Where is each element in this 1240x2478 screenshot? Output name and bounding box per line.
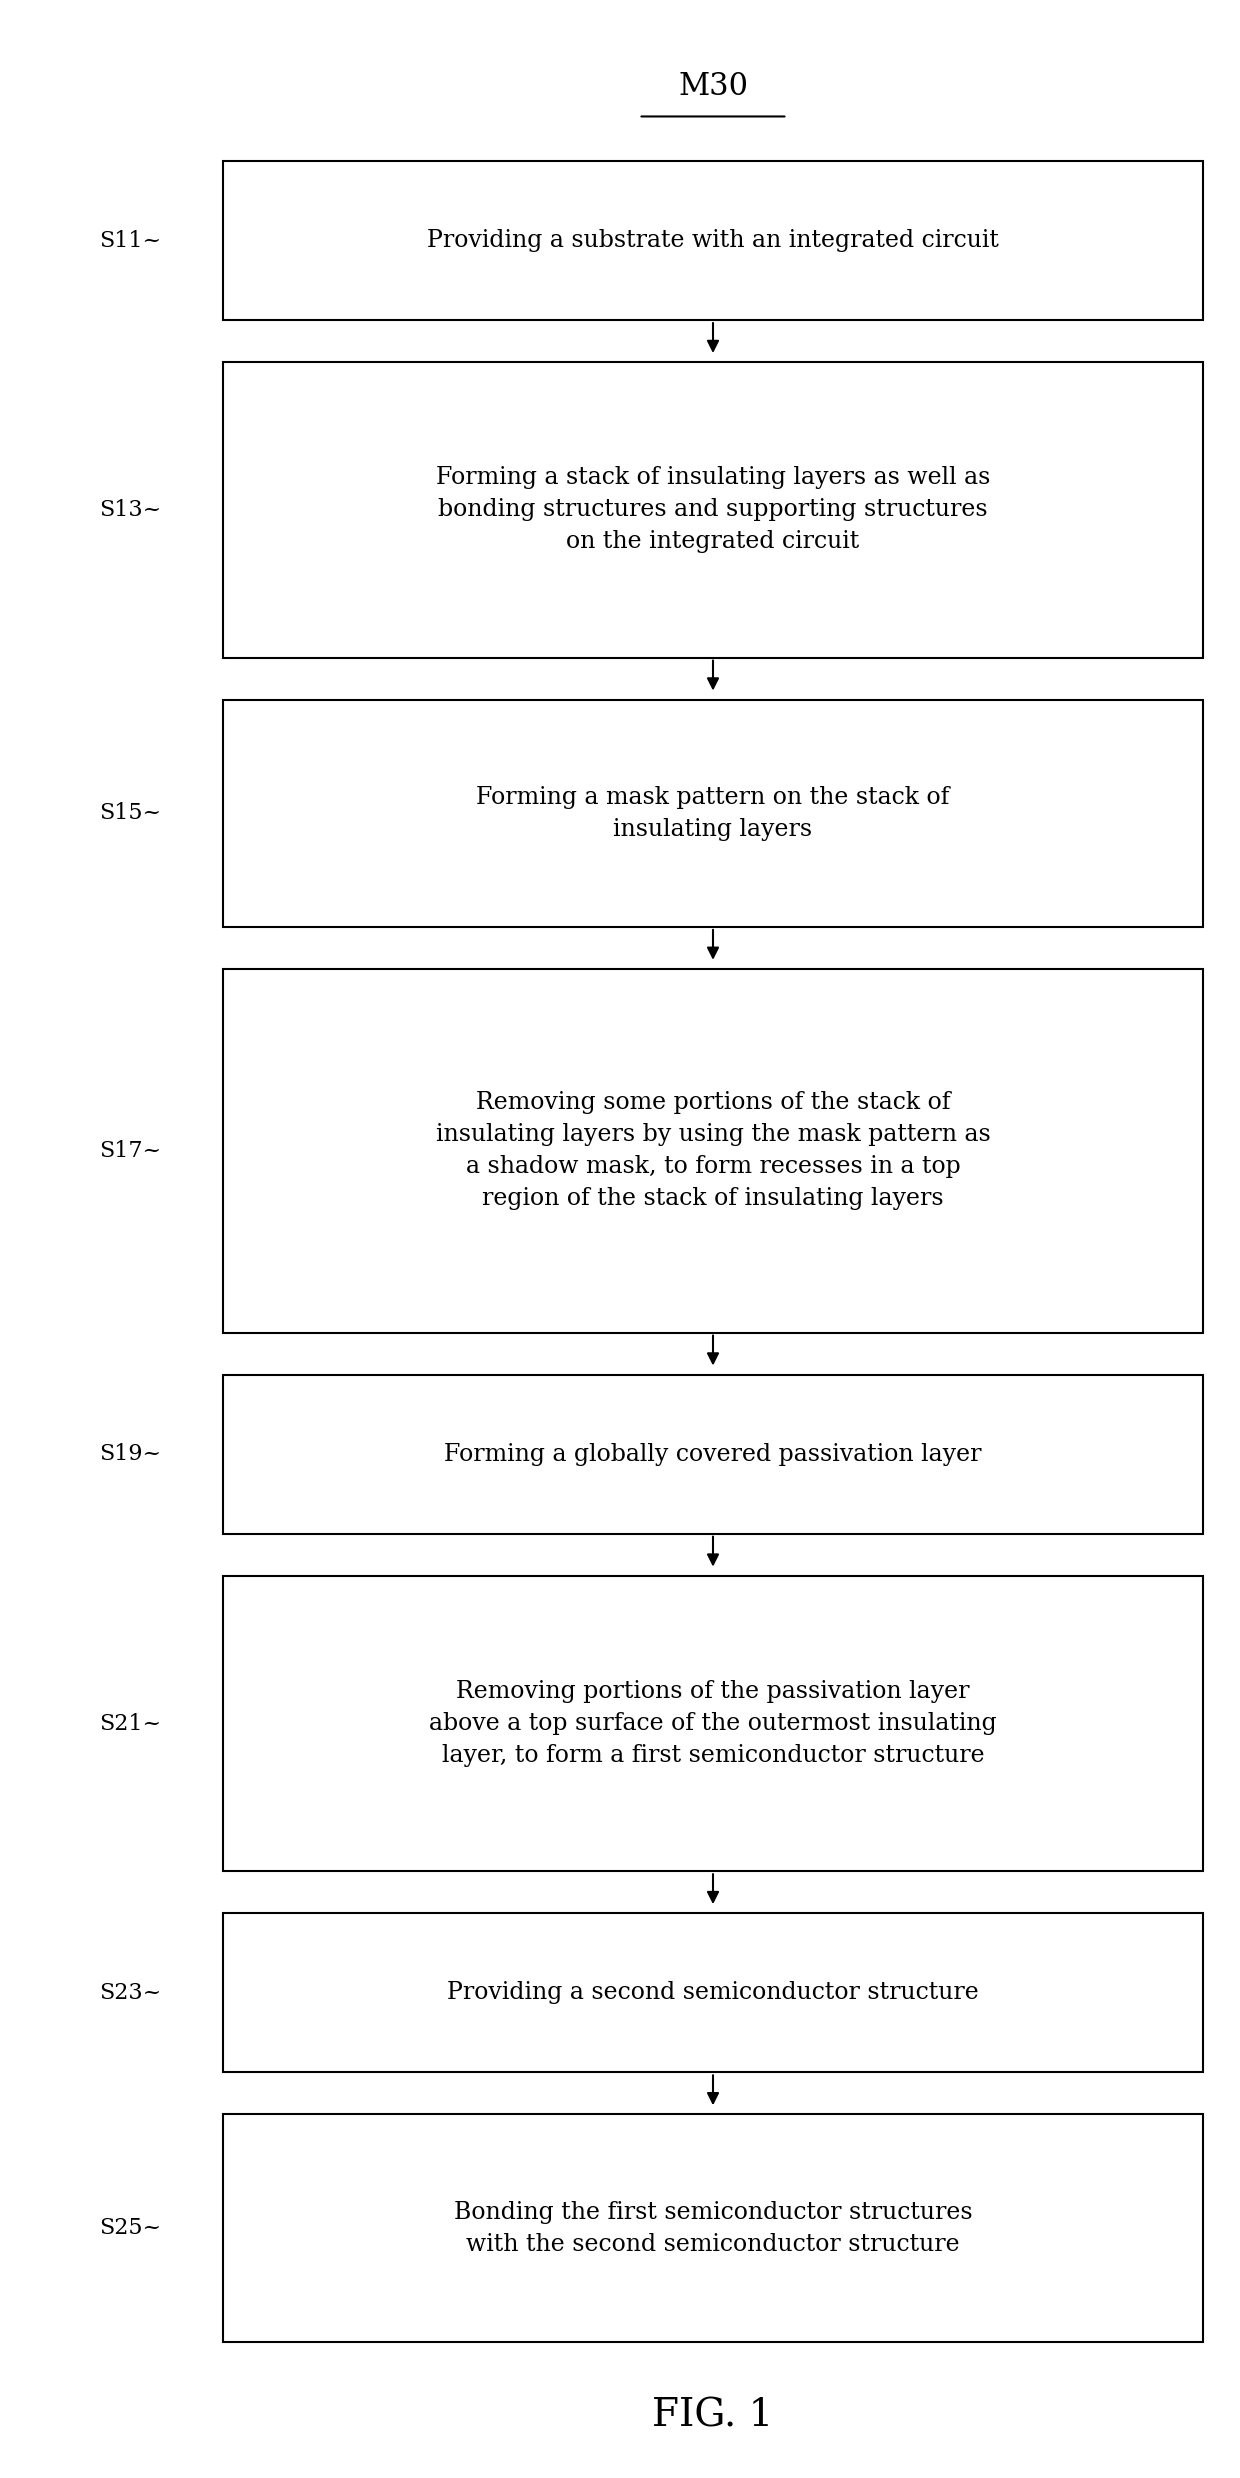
Text: S25~: S25~: [99, 2218, 161, 2240]
FancyBboxPatch shape: [223, 1913, 1203, 2072]
FancyBboxPatch shape: [223, 161, 1203, 320]
Text: M30: M30: [678, 72, 748, 102]
Text: Providing a second semiconductor structure: Providing a second semiconductor structu…: [448, 1982, 978, 2005]
FancyBboxPatch shape: [223, 2114, 1203, 2342]
FancyBboxPatch shape: [223, 699, 1203, 927]
Text: FIG. 1: FIG. 1: [652, 2399, 774, 2433]
Text: Bonding the first semiconductor structures
with the second semiconductor structu: Bonding the first semiconductor structur…: [454, 2200, 972, 2255]
Text: Providing a substrate with an integrated circuit: Providing a substrate with an integrated…: [427, 228, 999, 253]
Text: Removing some portions of the stack of
insulating layers by using the mask patte: Removing some portions of the stack of i…: [435, 1090, 991, 1209]
Text: S21~: S21~: [99, 1712, 161, 1735]
Text: S13~: S13~: [99, 498, 161, 520]
FancyBboxPatch shape: [223, 1375, 1203, 1534]
Text: Forming a mask pattern on the stack of
insulating layers: Forming a mask pattern on the stack of i…: [476, 786, 950, 840]
Text: S15~: S15~: [99, 803, 161, 825]
Text: S23~: S23~: [99, 1982, 161, 2005]
Text: S19~: S19~: [99, 1442, 161, 1464]
FancyBboxPatch shape: [223, 969, 1203, 1333]
Text: Removing portions of the passivation layer
above a top surface of the outermost : Removing portions of the passivation lay…: [429, 1680, 997, 1767]
FancyBboxPatch shape: [223, 1576, 1203, 1871]
FancyBboxPatch shape: [223, 362, 1203, 657]
Text: S17~: S17~: [99, 1140, 161, 1162]
Text: Forming a globally covered passivation layer: Forming a globally covered passivation l…: [444, 1442, 982, 1464]
Text: S11~: S11~: [99, 230, 161, 253]
Text: Forming a stack of insulating layers as well as
bonding structures and supportin: Forming a stack of insulating layers as …: [435, 466, 991, 553]
